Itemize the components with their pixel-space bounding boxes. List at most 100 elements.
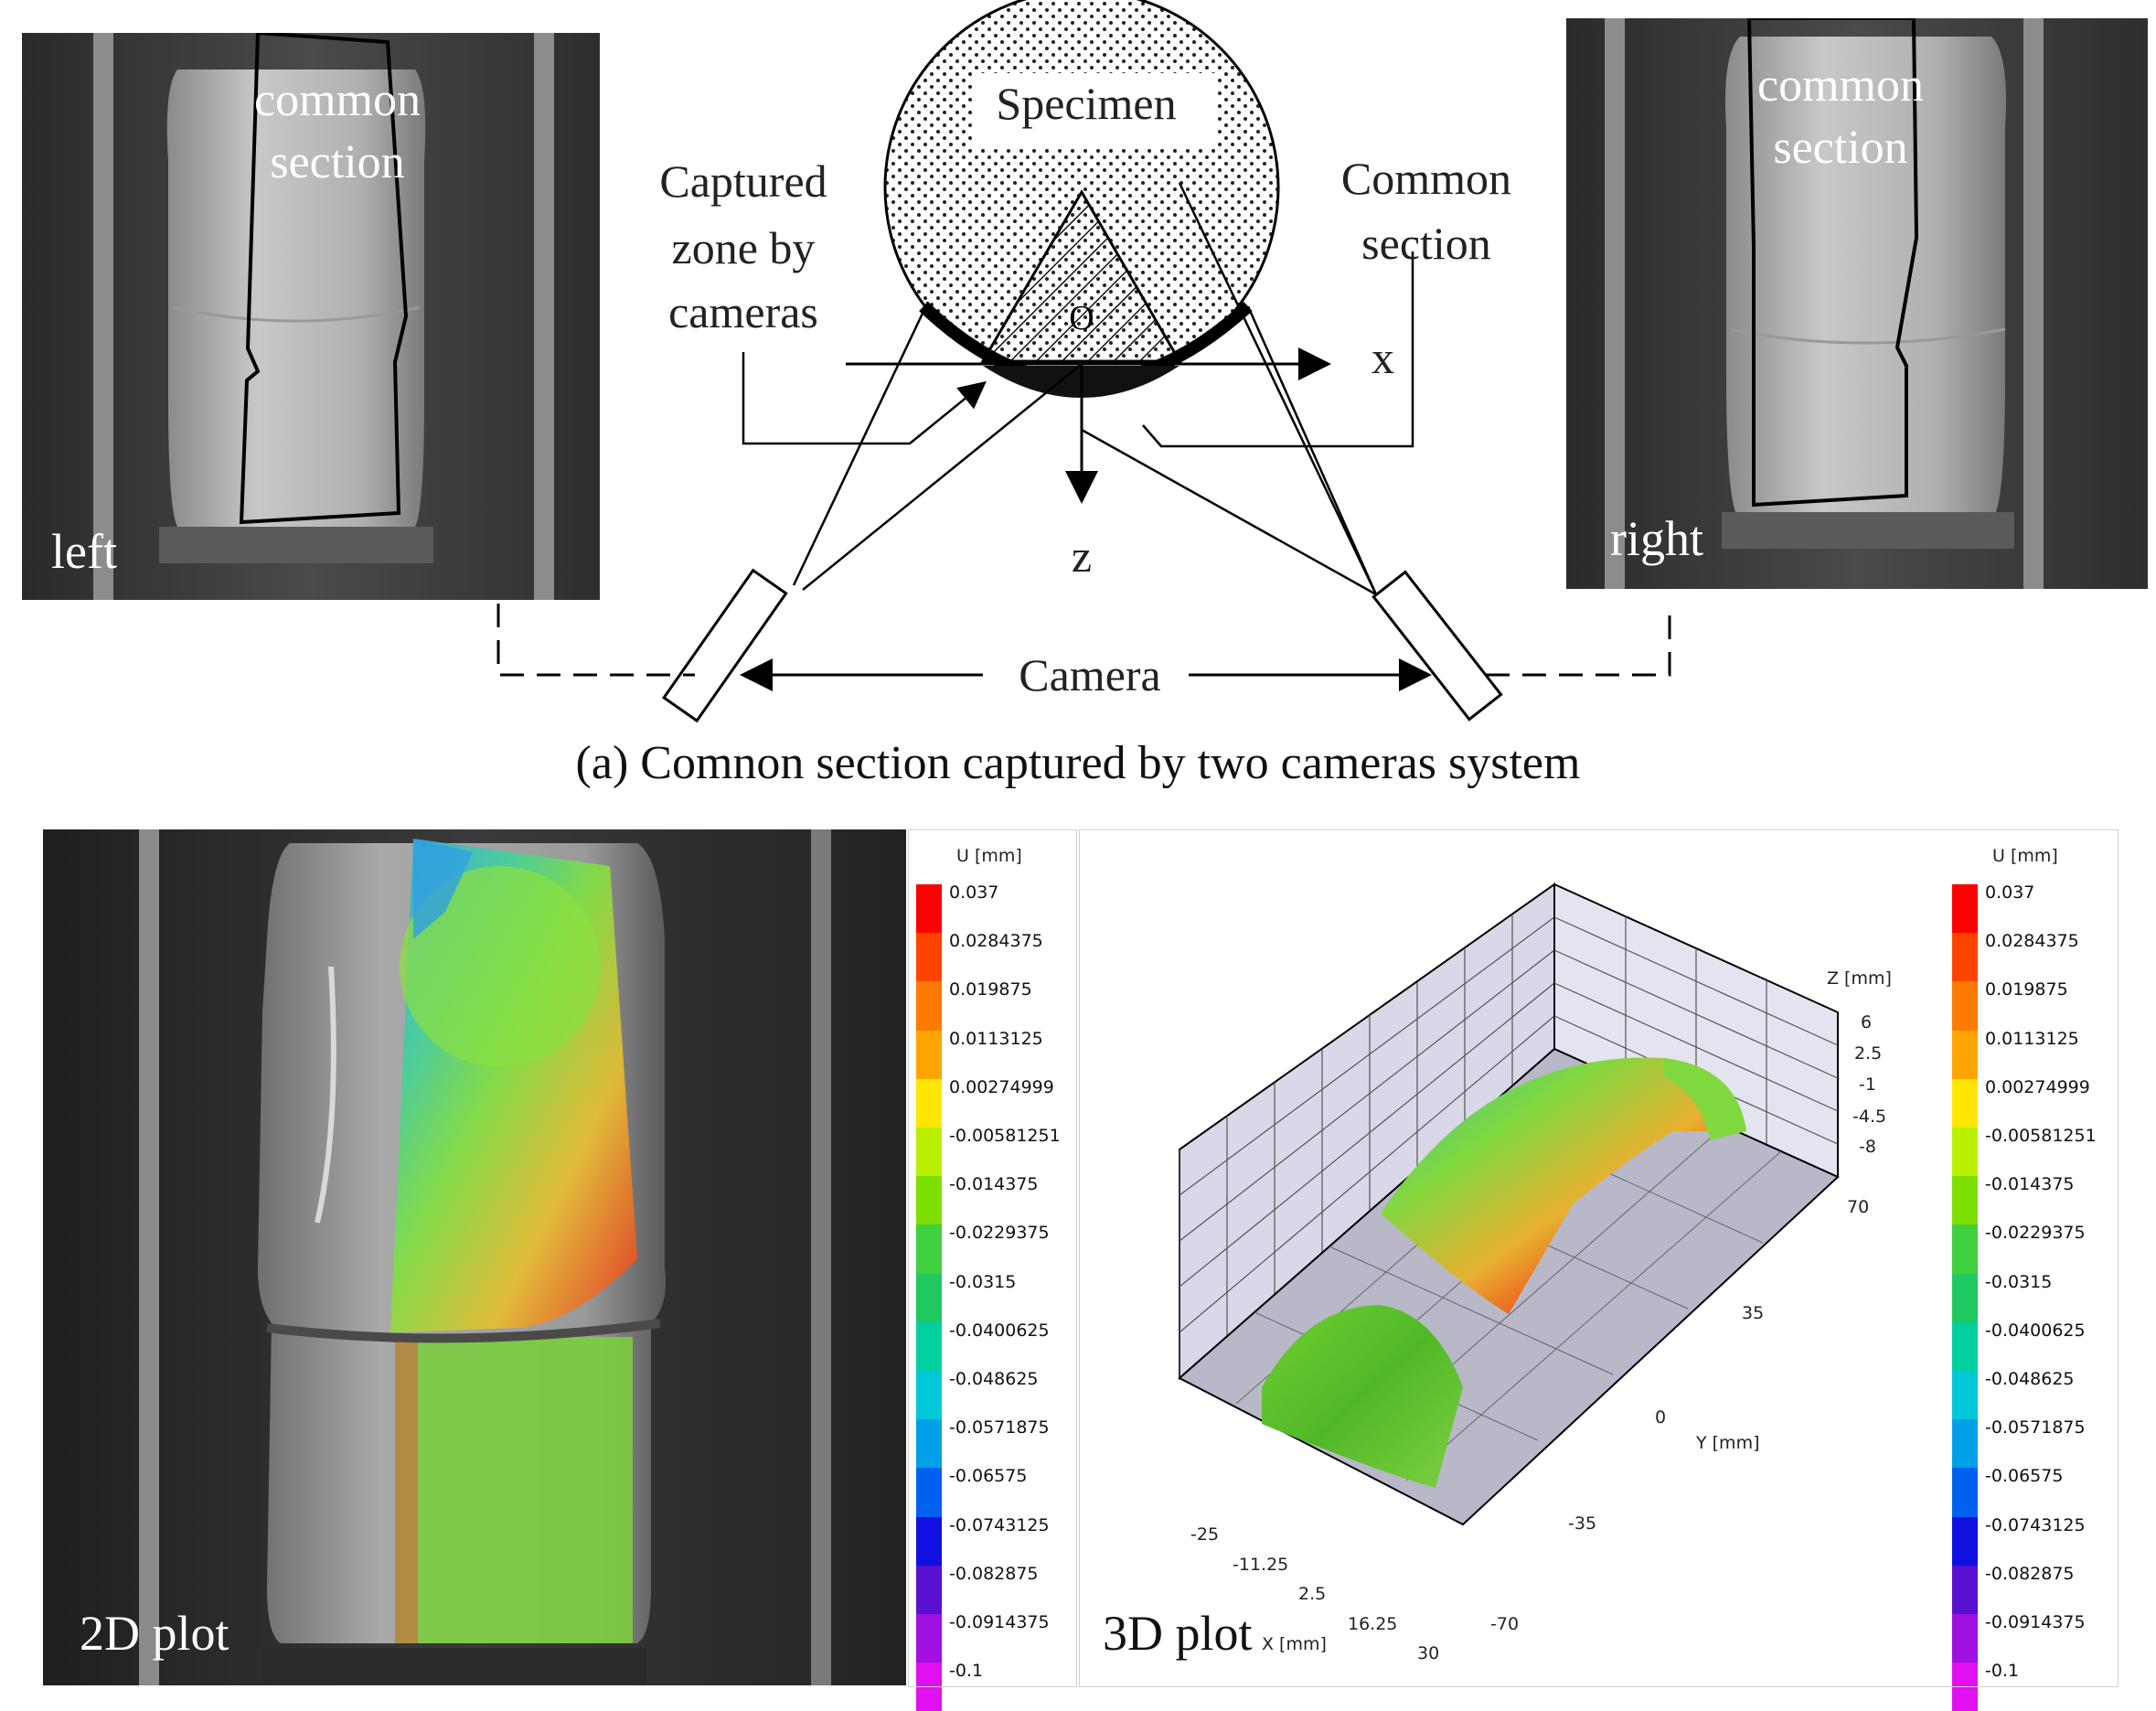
y-axis-title: Y [mm] <box>1696 1433 1760 1453</box>
x-tick-5: 30 <box>1417 1643 1440 1663</box>
z-axis-title: Z [mm] <box>1827 968 1892 989</box>
colorbar-swatch <box>916 1176 942 1225</box>
colorbar-swatch <box>916 1565 942 1614</box>
colorbar-swatch <box>1952 1371 1978 1420</box>
colorbar-swatch <box>1952 1419 1978 1469</box>
colorbar-swatch <box>916 1078 942 1128</box>
colorbar-tick-label: -0.0571875 <box>1985 1417 2086 1438</box>
colorbar-title: U [mm] <box>1992 846 2058 866</box>
y-tick-1: 70 <box>1847 1197 1870 1217</box>
right-camera-photo: common section right <box>1566 18 2148 589</box>
colorbar-tick-label: -0.0914375 <box>1985 1612 2086 1632</box>
x-tick-1: -25 <box>1190 1524 1220 1545</box>
colorbar-tick-label: 0.0284375 <box>1985 931 2079 952</box>
x-tick-2: -11.25 <box>1233 1555 1289 1575</box>
colorbar-tick-label: -0.1 <box>1985 1661 2020 1682</box>
y-tick-4: -35 <box>1568 1513 1597 1534</box>
z-tick-2: 2.5 <box>1854 1043 1883 1064</box>
colorbar-tick-label: 0.0113125 <box>1985 1028 2079 1049</box>
colorbar-swatch <box>916 1224 942 1274</box>
colorbar-tick-label: -0.0914375 <box>949 1612 1050 1632</box>
colorbar-swatch <box>916 1371 942 1420</box>
x-tick-3: 2.5 <box>1298 1584 1327 1604</box>
left-camera-photo: common section left <box>22 33 600 600</box>
x-axis-label: x <box>1372 332 1394 383</box>
colorbar-swatch <box>916 981 942 1031</box>
colorbar-tick-label: 0.00274999 <box>1985 1076 2090 1097</box>
colorbar-tick-label: 0.037 <box>949 882 999 903</box>
colorbar-swatch <box>916 1030 942 1079</box>
left-photo-graphic <box>22 33 600 600</box>
colorbar-swatch <box>916 933 942 982</box>
figure-caption-a: (a) Comnon section captured by two camer… <box>575 737 1581 789</box>
z-tick-3: -1 <box>1859 1075 1876 1095</box>
colorbar-tick-label: -0.048625 <box>1985 1369 2075 1389</box>
colorbar-tick-label: 0.0113125 <box>949 1028 1043 1049</box>
colorbar-swatch <box>916 1321 942 1371</box>
right-photo-graphic <box>1566 18 2148 589</box>
colorbar-swatch <box>1952 933 1978 982</box>
colorbar-tick-label: 0.019875 <box>949 979 1032 1000</box>
plot-3d-graphic <box>1178 882 1840 1526</box>
y-tick-5: -70 <box>1490 1614 1520 1634</box>
colorbar-swatch <box>916 884 942 934</box>
surface-lower <box>1262 1305 1463 1488</box>
colorbar-tick-label: -0.014375 <box>949 1174 1039 1195</box>
colorbar-swatch <box>1952 1614 1978 1663</box>
colorbar-tick-label: -0.06575 <box>1985 1466 2064 1487</box>
captured-zone-label-3: cameras <box>668 286 818 337</box>
colorbar-tick-label: -0.0400625 <box>1985 1320 2086 1341</box>
captured-zone-triangle <box>980 189 1182 363</box>
colorbar-2d: U [mm] 0.037 0.0284375 0.019875 0.0113125 0.… <box>916 846 1072 1711</box>
plot-2d-graphic <box>43 829 906 1685</box>
colorbar-tick-label: -0.082875 <box>1985 1563 2075 1584</box>
left-common-label-2: section <box>270 136 405 188</box>
colorbar-swatch <box>1952 1468 1978 1517</box>
left-common-label-1: common <box>254 74 421 126</box>
colorbar-swatch <box>916 1468 942 1517</box>
z-tick-4: -4.5 <box>1852 1107 1887 1127</box>
colorbar-swatch <box>1952 1565 1978 1614</box>
camera-setup-diagram: O Specimen Captured zone by cameras Comm… <box>496 0 1671 723</box>
captured-zone-label-2: zone by <box>672 222 816 273</box>
right-common-label-2: section <box>1773 122 1908 174</box>
colorbar-tick-label: -0.0229375 <box>1985 1223 2086 1244</box>
colorbar-swatch <box>1952 1516 1978 1566</box>
colorbar-swatch <box>1952 1321 1978 1371</box>
right-camera-label: right <box>1610 511 1703 566</box>
right-camera-icon <box>1372 570 1503 722</box>
colorbar-tick-label: -0.00581251 <box>1985 1126 2097 1146</box>
x-axis-title: X [mm] <box>1262 1634 1327 1654</box>
colorbar-swatch <box>916 1516 942 1566</box>
plot-2d-label: 2D plot <box>80 1606 229 1661</box>
colorbar-swatch <box>1952 1224 1978 1274</box>
colorbar-tick-label: 0.00274999 <box>949 1076 1054 1097</box>
colorbar-tick-label: -0.1 <box>949 1661 984 1682</box>
z-tick-1: 6 <box>1861 1012 1873 1032</box>
right-common-label-1: common <box>1757 59 1924 112</box>
colorbar-tick-label: -0.082875 <box>949 1563 1039 1584</box>
plot-2d: 2D plot <box>43 829 906 1685</box>
plot-3d-label: 3D plot <box>1103 1606 1253 1661</box>
colorbar-title: U [mm] <box>956 846 1022 866</box>
colorbar-tick-label: -0.0571875 <box>949 1417 1050 1438</box>
colorbar-swatch <box>916 1614 942 1663</box>
colorbar-tick-label: -0.06575 <box>949 1466 1028 1487</box>
common-section-label-2: section <box>1361 218 1491 269</box>
colorbar-tick-label: -0.014375 <box>1985 1174 2075 1195</box>
surface-upper <box>1381 1057 1746 1314</box>
colorbar-tick-label: -0.0743125 <box>1985 1514 2086 1535</box>
left-camera-icon <box>662 568 788 723</box>
y-tick-3: 0 <box>1655 1407 1667 1428</box>
y-tick-2: 35 <box>1742 1303 1765 1323</box>
captured-zone-label-1: Captured <box>659 155 827 207</box>
camera-label: Camera <box>1019 649 1160 700</box>
colorbar-tick-label: -0.00581251 <box>949 1126 1061 1146</box>
colorbar-tick-label: 0.037 <box>1985 882 2035 903</box>
common-section-label-1: Common <box>1341 153 1511 204</box>
colorbar-tick-label: -0.048625 <box>949 1369 1039 1389</box>
colorbar-swatch <box>1952 1078 1978 1128</box>
x-tick-4: 16.25 <box>1348 1614 1398 1634</box>
plot-3d: Z [mm] 6 2.5 -1 -4.5 -8 70 35 0 Y [mm] -… <box>1079 829 1920 1685</box>
colorbar-tick-label: 0.019875 <box>1985 979 2068 1000</box>
